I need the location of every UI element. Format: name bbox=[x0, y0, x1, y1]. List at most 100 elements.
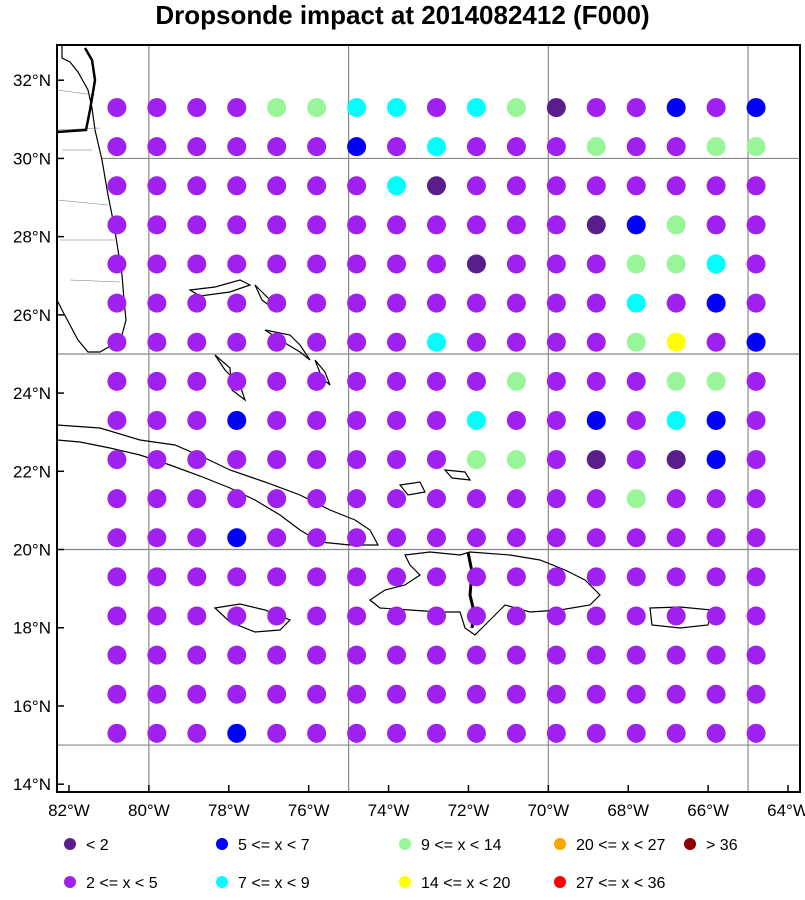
lat-tick-label: 32°N bbox=[13, 71, 51, 90]
impact-dot bbox=[546, 293, 566, 313]
impact-dot bbox=[347, 645, 367, 665]
impact-dot bbox=[666, 528, 686, 548]
impact-dot bbox=[387, 567, 407, 587]
impact-dot bbox=[746, 137, 766, 157]
impact-dot bbox=[267, 606, 287, 626]
impact-dot bbox=[347, 215, 367, 235]
lat-tick-label: 14°N bbox=[13, 775, 51, 794]
impact-dot bbox=[666, 254, 686, 274]
impact-dot bbox=[227, 410, 247, 430]
impact-dot bbox=[347, 371, 367, 391]
impact-dot bbox=[107, 450, 127, 470]
impact-dot bbox=[706, 332, 726, 352]
impact-dot bbox=[626, 215, 646, 235]
impact-dot bbox=[426, 528, 446, 548]
impact-dot bbox=[347, 489, 367, 509]
impact-dot bbox=[107, 371, 127, 391]
impact-dot bbox=[227, 332, 247, 352]
impact-dot bbox=[626, 528, 646, 548]
lon-tick-label: 64°W bbox=[767, 801, 805, 820]
legend-label: > 36 bbox=[706, 837, 738, 854]
impact-dot bbox=[387, 137, 407, 157]
impact-dot bbox=[307, 332, 327, 352]
impact-dot bbox=[147, 371, 167, 391]
impact-dot bbox=[626, 371, 646, 391]
legend-label: 20 <= x < 27 bbox=[576, 837, 666, 854]
legend-swatch bbox=[399, 838, 411, 850]
impact-dot bbox=[147, 215, 167, 235]
impact-dot bbox=[466, 489, 486, 509]
impact-dot bbox=[347, 137, 367, 157]
impact-dot bbox=[626, 489, 646, 509]
impact-dot bbox=[666, 332, 686, 352]
impact-dot bbox=[387, 528, 407, 548]
impact-dot bbox=[546, 254, 566, 274]
impact-dot bbox=[147, 528, 167, 548]
impact-dot bbox=[267, 567, 287, 587]
impact-dot bbox=[267, 450, 287, 470]
impact-dot bbox=[666, 489, 686, 509]
impact-dot bbox=[187, 176, 207, 196]
impact-dot bbox=[706, 371, 726, 391]
impact-dot bbox=[626, 293, 646, 313]
impact-dot bbox=[706, 176, 726, 196]
impact-dot bbox=[387, 254, 407, 274]
puerto-rico-coastline bbox=[649, 606, 713, 629]
impact-dot bbox=[227, 176, 247, 196]
impact-dot bbox=[466, 254, 486, 274]
lon-tick-label: 72°W bbox=[448, 801, 490, 820]
impact-dot bbox=[746, 410, 766, 430]
lon-tick-label: 68°W bbox=[607, 801, 649, 820]
impact-dot bbox=[267, 332, 287, 352]
impact-dot bbox=[546, 606, 566, 626]
impact-dot bbox=[666, 723, 686, 743]
impact-dot bbox=[466, 606, 486, 626]
impact-dot bbox=[466, 645, 486, 665]
impact-dot bbox=[466, 567, 486, 587]
impact-dot bbox=[347, 293, 367, 313]
impact-dot bbox=[347, 528, 367, 548]
impact-dot bbox=[426, 215, 446, 235]
impact-dot bbox=[626, 98, 646, 118]
impact-dot bbox=[666, 450, 686, 470]
impact-dot bbox=[706, 215, 726, 235]
lon-tick-label: 76°W bbox=[288, 801, 330, 820]
impact-dot bbox=[626, 567, 646, 587]
impact-dot bbox=[426, 450, 446, 470]
impact-dot bbox=[706, 528, 726, 548]
impact-dot bbox=[546, 645, 566, 665]
legend-label: 14 <= x < 20 bbox=[421, 875, 511, 892]
impact-dot bbox=[626, 410, 646, 430]
impact-dot bbox=[107, 489, 127, 509]
impact-dot bbox=[307, 293, 327, 313]
impact-dot bbox=[426, 684, 446, 704]
legend-swatch bbox=[216, 876, 228, 888]
impact-dot bbox=[586, 371, 606, 391]
impact-dot bbox=[626, 450, 646, 470]
impact-dot bbox=[466, 98, 486, 118]
impact-dot bbox=[466, 528, 486, 548]
impact-dot bbox=[706, 293, 726, 313]
impact-dot bbox=[147, 567, 167, 587]
bahamas-turks bbox=[443, 469, 472, 481]
legend-swatch bbox=[64, 876, 76, 888]
legend-swatch bbox=[684, 838, 696, 850]
impact-dot bbox=[227, 684, 247, 704]
impact-dot bbox=[107, 332, 127, 352]
impact-dot bbox=[586, 254, 606, 274]
impact-dot bbox=[307, 723, 327, 743]
impact-dot bbox=[187, 684, 207, 704]
county-boundary bbox=[69, 279, 121, 283]
impact-dot bbox=[107, 137, 127, 157]
impact-dot bbox=[586, 410, 606, 430]
impact-dot bbox=[546, 410, 566, 430]
impact-dot bbox=[227, 215, 247, 235]
impact-dot bbox=[586, 98, 606, 118]
impact-dot bbox=[706, 450, 726, 470]
impact-dot bbox=[387, 176, 407, 196]
impact-dot bbox=[546, 371, 566, 391]
impact-dot bbox=[187, 137, 207, 157]
impact-dot bbox=[506, 645, 526, 665]
impact-dot bbox=[227, 567, 247, 587]
bahamas-inagua bbox=[398, 481, 426, 496]
